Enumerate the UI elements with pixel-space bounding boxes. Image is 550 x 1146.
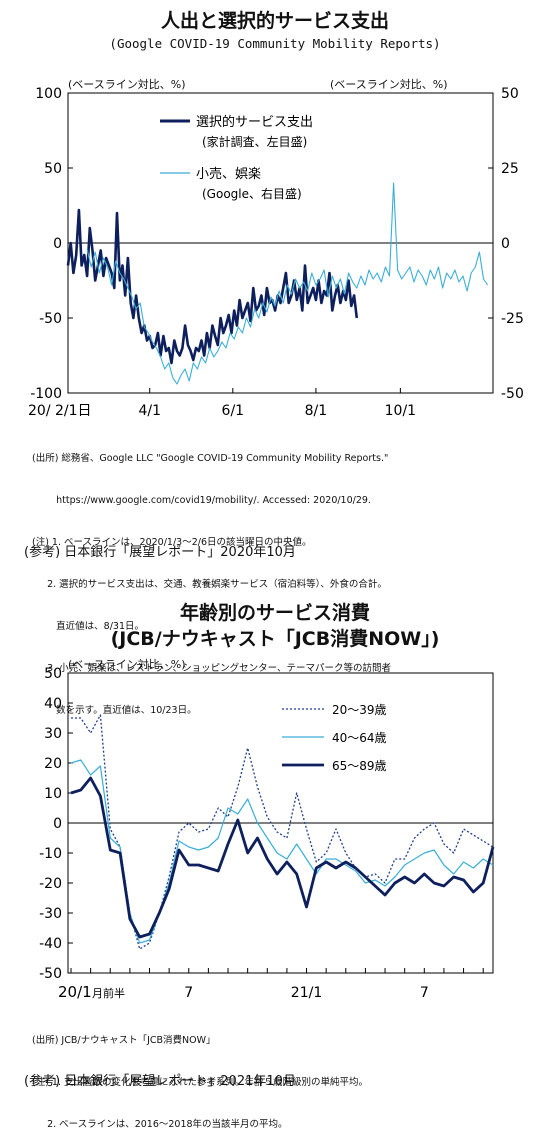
chart1-subtitle: (Google COVID-19 Community Mobility Repo… [109,36,441,51]
chart2-subtitle: (JCB/ナウキャスト「JCB消費NOW」) [110,628,440,650]
chart1-notes: (出所) 総務省、Google LLC "Google COVID-19 Com… [32,424,391,732]
x-tick-label: 20/ 2/1日 [28,403,92,419]
chart2-note-line: 2. ベースラインは、2016～2018年の当該半月の平均。 [32,1119,288,1130]
series-line-retail-recreation [86,182,489,385]
legend-label: 小売、娯楽 [196,166,261,182]
y-left-tick-label: 0 [53,236,62,252]
chart1-note-line: 数を示す。直近値は、10/23日。 [32,705,197,716]
x-tick-label: 月前半 [92,986,125,1000]
y-left-tick-label: -50 [39,311,62,327]
chart2-title: 年齢別のサービス消費 [179,602,370,624]
y-tick-label: -50 [39,966,62,982]
y-tick-label: 30 [44,726,62,742]
y-right-tick-label: 50 [501,86,519,102]
legend-label: 40～64歳 [332,731,387,745]
legend-sublabel: (家計調査、左目盛) [202,134,307,149]
x-tick-label: 21/1 [291,985,322,1001]
y-tick-label: -10 [39,846,62,862]
series-line-selective-services [66,208,359,365]
x-tick-label: 20/1 [58,983,92,1001]
x-tick-label: 6/1 [222,403,245,419]
chart1-reference: (参考) 日本銀行「展望レポート」2020年10月 [24,545,296,560]
y-right-tick-label: -25 [501,311,524,327]
y-tick-label: 0 [53,816,62,832]
y-tick-label: -20 [39,876,62,892]
x-tick-label: 7 [184,985,193,1001]
y-left-tick-label: 100 [35,86,62,102]
y-right-tick-label: -50 [501,386,524,402]
chart1-note-line: 直近値は、8/31日。 [32,621,144,632]
legend-label: 20～39歳 [332,703,387,717]
y-tick-label: 50 [44,666,62,682]
x-tick-label: 10/1 [385,403,416,419]
y-tick-label: 20 [44,756,62,772]
x-tick-label: 8/1 [305,403,328,419]
y-left-tick-label: -100 [30,386,62,402]
y-tick-label: 40 [44,696,62,712]
y-tick-label: -30 [39,906,62,922]
chart1-note-line: https://www.google.com/covid19/mobility/… [32,495,371,506]
chart1-plot: 100 50 0 -50 -100 50 25 0 -25 -50 20/ 2/1日 4/1 6/1 8/… [28,86,524,419]
x-tick-label: 7 [420,985,429,1001]
chart2-note-line: (注) 1. 支出者数の変化を考慮に入れた参考系列。年齢５歳階級別の単純平均。 [32,1077,369,1088]
legend-label: 選択的サービス支出 [196,114,313,130]
series-line-age-65-89 [70,776,495,939]
y-left-tick-label: 50 [44,161,62,177]
y-tick-label: -40 [39,936,62,952]
series-line-age-20-39 [71,714,494,950]
chart1-note-line: (出所) 総務省、Google LLC "Google COVID-19 Com… [32,453,389,464]
y-right-tick-label: 0 [501,236,510,252]
legend-label: 65～89歳 [332,759,387,773]
chart1-note-line: 2. 選択的サービス支出は、交通、教養娯楽サービス（宿泊料等）、外食の合計。 [32,579,387,590]
legend-sublabel: (Google、右目盛) [202,186,302,201]
chart1-right-unit: (ベースライン対比、%) [330,78,448,91]
chart2-unit: (ベースライン対比、%) [68,658,186,671]
chart1-left-unit: (ベースライン対比、%) [68,78,186,91]
chart1-note-line: 3. 小売、娯楽は、レストラン、ショッピングセンター、テーマパーク等の訪問者 [32,663,392,674]
series-line-age-40-64 [70,759,494,944]
chart2-reference: (参考) 日本銀行「展望レポート」2021年10月 [24,1074,296,1089]
x-tick-label: 4/1 [138,403,161,419]
chart1-title: 人出と選択的サービス支出 [160,10,389,32]
chart2-note-line: (出所) JCB/ナウキャスト「JCB消費NOW」 [32,1035,216,1046]
y-tick-label: 10 [44,786,62,802]
y-right-tick-label: 25 [501,161,519,177]
chart1-note-line: (注) 1. ベースラインは、2020/1/3～2/6日の該当曜日の中央値。 [32,537,312,548]
